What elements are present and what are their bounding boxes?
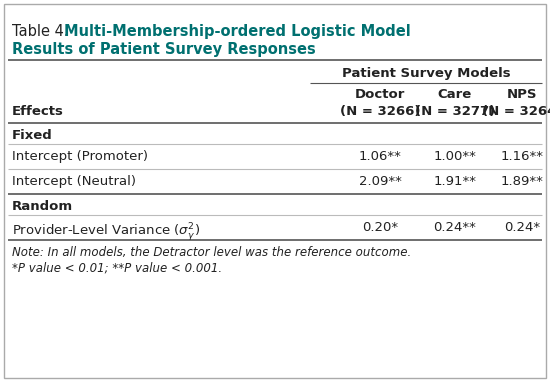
Text: Note: In all models, the Detractor level was the reference outcome.: Note: In all models, the Detractor level… [12,246,411,259]
Text: 2.09**: 2.09** [359,175,402,188]
Text: Patient Survey Models: Patient Survey Models [342,67,510,80]
Text: Doctor: Doctor [355,88,405,101]
Text: Table 4.: Table 4. [12,24,73,39]
Text: Intercept (Neutral): Intercept (Neutral) [12,175,136,188]
Text: 1.00**: 1.00** [433,150,476,163]
Text: Provider-Level Variance ($\sigma_{\gamma}^{2}$): Provider-Level Variance ($\sigma_{\gamma… [12,221,200,243]
Text: *P value < 0.01; **P value < 0.001.: *P value < 0.01; **P value < 0.001. [12,262,222,275]
Text: 0.24**: 0.24** [433,221,476,234]
Text: 1.06**: 1.06** [359,150,402,163]
Text: 0.20*: 0.20* [362,221,398,234]
Text: 1.16**: 1.16** [500,150,543,163]
Text: Results of Patient Survey Responses: Results of Patient Survey Responses [12,42,316,57]
Text: 1.91**: 1.91** [433,175,476,188]
Text: (N = 3277): (N = 3277) [415,105,495,118]
Text: Care: Care [438,88,472,101]
Text: NPS: NPS [507,88,537,101]
Text: (N = 3266): (N = 3266) [340,105,420,118]
Text: Random: Random [12,200,73,213]
Text: (N = 3264): (N = 3264) [482,105,550,118]
Text: Intercept (Promoter): Intercept (Promoter) [12,150,148,163]
Text: 0.24*: 0.24* [504,221,540,234]
Text: 1.89**: 1.89** [500,175,543,188]
Text: Fixed: Fixed [12,129,53,142]
Text: Effects: Effects [12,105,64,118]
Text: Multi-Membership-ordered Logistic Model: Multi-Membership-ordered Logistic Model [64,24,411,39]
